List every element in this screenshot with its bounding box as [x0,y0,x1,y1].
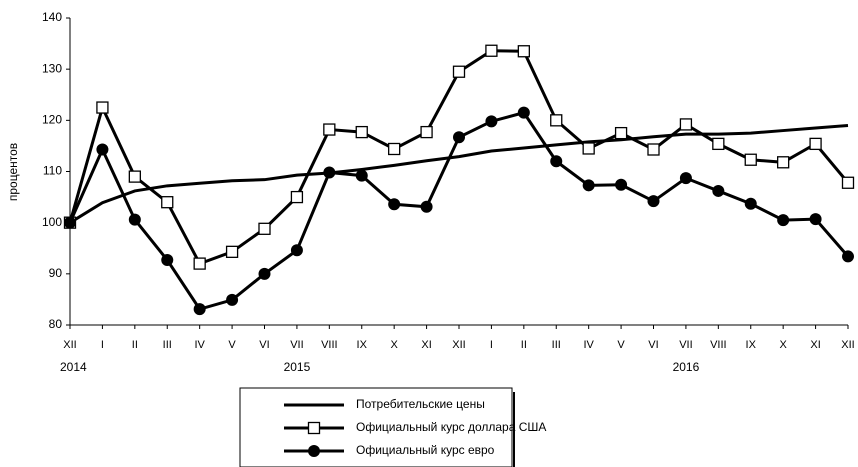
marker [485,115,498,128]
y-axis-label: процентов [6,143,20,201]
marker [323,123,336,136]
marker [777,156,790,169]
marker [388,198,401,211]
marker [614,126,628,140]
x-tick-label: IV [583,339,594,351]
y-tick-label: 110 [43,164,62,178]
marker [161,196,174,209]
x-tick-label: I [490,339,493,351]
marker [193,303,206,316]
y-tick-label: 100 [42,215,62,229]
marker [225,245,239,258]
x-tick-label: X [779,339,787,351]
marker [96,143,109,156]
x-tick-label: V [228,339,236,351]
x-tick-label: III [163,339,172,351]
marker [582,179,595,192]
x-tick-label: XI [810,339,820,351]
x-group-label: 2016 [673,360,700,374]
x-tick-label: XII [452,339,465,351]
x-tick-label: IX [746,339,757,351]
marker [290,244,303,257]
x-tick-label: VII [679,339,692,351]
marker [809,137,822,151]
x-group-label: 2014 [60,360,87,374]
marker [96,101,109,114]
x-tick-label: XII [63,339,76,351]
marker [290,190,304,204]
x-tick-label: III [552,339,561,351]
marker [647,195,660,208]
marker [452,65,466,78]
marker [388,142,401,156]
marker [420,200,433,213]
marker [355,169,368,182]
y-tick-label: 130 [42,61,62,75]
marker [841,176,855,189]
marker [64,216,76,229]
x-tick-label: IX [357,339,368,351]
marker [615,178,628,191]
marker [355,125,368,139]
x-tick-label: II [521,339,527,351]
marker [550,155,563,168]
marker [420,125,433,139]
series-line [69,123,849,224]
x-tick-label: X [390,339,398,351]
marker [517,106,530,119]
x-tick-label: VIII [710,339,727,351]
marker [744,153,757,166]
marker [226,293,239,306]
x-tick-label: V [617,339,625,351]
y-tick-label: 80 [49,317,63,331]
legend-label: Потребительские цены [356,397,485,411]
x-tick-label: VI [648,339,658,351]
marker [128,213,141,226]
legend-marker [307,421,321,435]
marker [712,184,725,197]
marker [679,172,692,185]
marker [485,44,498,57]
x-tick-label: VIII [321,339,338,351]
x-tick-label: I [101,339,104,351]
marker [517,45,530,58]
marker [258,267,271,280]
x-tick-label: II [132,339,138,351]
marker [323,166,336,179]
marker [453,131,465,144]
x-tick-label: VI [259,339,269,351]
marker [128,170,141,183]
marker [744,197,757,210]
x-tick-label: XI [421,339,431,351]
marker [193,257,206,270]
marker [712,137,725,151]
marker [647,143,660,156]
x-group-label: 2015 [284,360,311,374]
x-tick-label: IV [194,339,205,351]
marker [842,250,854,263]
marker [161,254,174,267]
marker [258,222,271,235]
marker [777,214,790,227]
x-tick-label: XII [841,339,854,351]
legend-label: Официальный курс доллара США [356,420,546,434]
marker [679,118,693,131]
y-tick-label: 120 [42,113,62,127]
marker [809,213,822,226]
marker [582,142,595,155]
x-tick-label: VII [290,339,303,351]
legend-marker [308,445,320,457]
y-tick-label: 140 [42,10,62,24]
legend-label: Официальный курс евро [356,443,495,457]
marker [550,114,563,127]
y-tick-label: 90 [49,266,63,280]
